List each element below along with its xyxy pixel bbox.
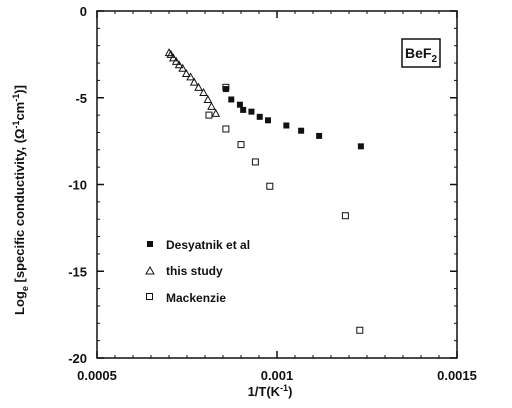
point-this-study bbox=[164, 48, 174, 57]
legend-marker-mackenzie bbox=[146, 293, 153, 300]
point-this-study bbox=[211, 108, 221, 117]
point-this-study bbox=[174, 60, 184, 69]
legend: Desyatnik et al this study Mackenzie bbox=[145, 238, 250, 305]
point-mackenzie bbox=[251, 158, 259, 166]
point-this-study bbox=[178, 63, 188, 72]
point-this-study bbox=[166, 49, 176, 58]
point-mackenzie bbox=[341, 212, 349, 220]
point-this-study bbox=[181, 68, 191, 77]
point-this-study bbox=[189, 77, 199, 86]
ticks-layer: 0 -5 -10 -15 -20 0.0005 0.001 0.0015 bbox=[68, 4, 477, 383]
point-desyatnik bbox=[316, 132, 323, 139]
x-tick-label: 0.001 bbox=[261, 368, 294, 383]
point-mackenzie bbox=[205, 111, 213, 119]
point-desyatnik bbox=[256, 113, 263, 120]
legend-marker-desyatnik bbox=[147, 241, 153, 247]
point-desyatnik bbox=[248, 108, 255, 115]
y-tick-label: -20 bbox=[68, 351, 87, 366]
point-mackenzie bbox=[237, 141, 245, 149]
point-desyatnik bbox=[222, 86, 229, 93]
point-this-study bbox=[168, 53, 178, 62]
y-tick-label: -15 bbox=[68, 264, 87, 279]
point-desyatnik bbox=[357, 143, 364, 150]
point-mackenzie bbox=[222, 125, 230, 133]
point-mackenzie bbox=[356, 326, 364, 334]
y-tick-label: -5 bbox=[75, 91, 87, 106]
legend-label-this-study: this study bbox=[166, 264, 223, 278]
point-this-study bbox=[207, 101, 216, 110]
point-mackenzie bbox=[266, 182, 274, 190]
point-mackenzie bbox=[222, 83, 230, 91]
point-this-study bbox=[203, 94, 213, 103]
x-axis-title: 1/T(K-1) bbox=[248, 383, 293, 399]
x-tick-label: 0.0015 bbox=[437, 368, 477, 383]
point-desyatnik bbox=[240, 106, 247, 113]
point-desyatnik bbox=[236, 101, 243, 108]
x-tick-label: 0.0005 bbox=[77, 368, 117, 383]
points-layer bbox=[164, 48, 364, 334]
point-this-study bbox=[171, 56, 181, 65]
annotation-label: BeF2 bbox=[405, 45, 437, 65]
point-this-study bbox=[194, 82, 203, 91]
point-desyatnik bbox=[298, 127, 305, 134]
y-tick-label: 0 bbox=[80, 4, 87, 19]
point-desyatnik bbox=[265, 117, 271, 124]
legend-label-desyatnik: Desyatnik et al bbox=[166, 238, 250, 252]
legend-marker-this-study bbox=[145, 265, 155, 275]
point-this-study bbox=[186, 72, 195, 81]
point-this-study bbox=[199, 87, 208, 97]
annotation-box bbox=[401, 38, 441, 68]
point-desyatnik bbox=[283, 122, 290, 129]
legend-label-mackenzie: Mackenzie bbox=[166, 291, 226, 305]
y-axis-title: Loge [specific conductivity, (Ω-1cm-1)] bbox=[11, 85, 30, 315]
y-tick-label: -10 bbox=[68, 178, 87, 193]
point-desyatnik bbox=[228, 96, 235, 103]
